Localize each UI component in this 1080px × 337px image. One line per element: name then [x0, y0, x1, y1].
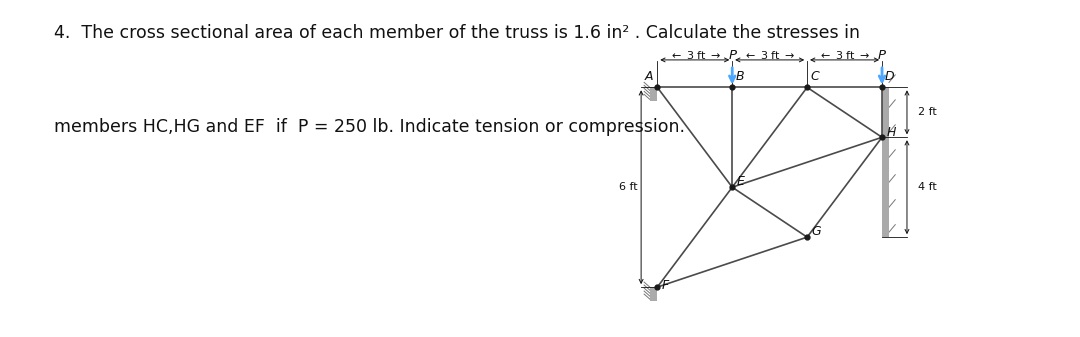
Text: F: F [662, 279, 670, 292]
Text: 2 ft: 2 ft [918, 107, 937, 117]
Text: P: P [878, 50, 886, 62]
Text: $\leftarrow$ 3 ft $\rightarrow$: $\leftarrow$ 3 ft $\rightarrow$ [819, 50, 870, 61]
Text: 4.  The cross sectional area of each member of the truss is 1.6 in² . Calculate : 4. The cross sectional area of each memb… [54, 24, 860, 41]
Text: D: D [885, 70, 894, 83]
Text: $\leftarrow$ 3 ft $\rightarrow$: $\leftarrow$ 3 ft $\rightarrow$ [669, 50, 721, 61]
Text: H: H [887, 126, 896, 139]
Text: $\leftarrow$ 3 ft $\rightarrow$: $\leftarrow$ 3 ft $\rightarrow$ [743, 50, 796, 61]
Text: 4 ft: 4 ft [918, 182, 937, 192]
Text: 6 ft: 6 ft [619, 182, 638, 192]
Text: A: A [645, 70, 653, 83]
Text: E: E [737, 176, 744, 188]
Text: G: G [811, 225, 821, 238]
Bar [650, 287, 658, 301]
Bar [650, 87, 658, 101]
Text: P: P [728, 50, 737, 62]
Text: members HC,HG and EF  if  P = 250 lb. Indicate tension or compression.: members HC,HG and EF if P = 250 lb. Indi… [54, 118, 685, 136]
Text: C: C [810, 70, 819, 83]
Text: B: B [735, 70, 744, 83]
Bar [882, 87, 889, 237]
